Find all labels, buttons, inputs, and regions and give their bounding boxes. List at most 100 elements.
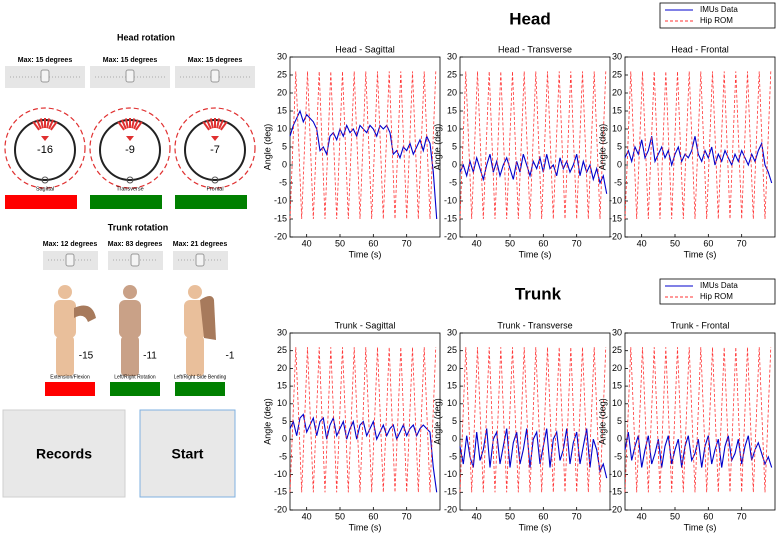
angle-value: -7 (210, 144, 220, 156)
section-title: Trunk (515, 284, 562, 303)
axis-label: Frontal (206, 186, 223, 192)
series-line (624, 136, 773, 184)
gauge-tick (35, 119, 42, 130)
button-bg[interactable] (2, 409, 126, 498)
plot-area (459, 56, 611, 238)
x-tick-label: 50 (670, 511, 680, 521)
y-tick-label: -5 (449, 177, 457, 187)
y-tick-label: -10 (274, 195, 287, 205)
range-arc (89, 107, 171, 189)
x-tick-label: 70 (737, 238, 747, 248)
gauge-tick (120, 119, 127, 130)
slider-knob[interactable] (40, 69, 50, 83)
y-tick-label: 0 (617, 434, 622, 444)
y-tick-label: 0 (452, 434, 457, 444)
body-bend (74, 305, 96, 322)
axis-label: Left/Right Rotation (114, 374, 156, 380)
y-tick-label: 30 (447, 327, 457, 337)
panel-title: Trunk rotation (108, 222, 169, 232)
x-tick-label: 60 (538, 238, 548, 248)
series-line (289, 347, 437, 493)
y-axis-label: Angle (deg) (432, 398, 442, 445)
y-tick-label: 5 (282, 416, 287, 426)
x-axis-label: Time (s) (349, 249, 382, 259)
button-label[interactable]: Records (36, 446, 92, 462)
angle-value: -15 (79, 351, 94, 362)
y-tick-label: -5 (279, 177, 287, 187)
slider-knob[interactable] (130, 253, 140, 267)
x-tick-label: 60 (368, 238, 378, 248)
y-tick-label: 30 (277, 51, 287, 61)
angle-value: -11 (143, 351, 157, 362)
y-tick-label: 10 (612, 123, 622, 133)
y-tick-label: -15 (609, 213, 622, 223)
gauge-tick (202, 121, 210, 131)
x-tick-label: 50 (670, 238, 680, 248)
status-bar (175, 195, 247, 209)
y-tick-label: 20 (612, 87, 622, 97)
axis-icon (41, 176, 49, 184)
x-tick-label: 70 (737, 511, 747, 521)
x-axis-label: Time (s) (349, 522, 382, 532)
body-torso (54, 300, 76, 338)
legend-label: Hip ROM (700, 292, 733, 301)
y-tick-label: -5 (614, 177, 622, 187)
y-axis-label: Angle (deg) (262, 124, 272, 171)
y-tick-label: 10 (447, 398, 457, 408)
legend-label: IMUs Data (700, 5, 738, 14)
series-line (624, 431, 773, 468)
panel-title: Head rotation (117, 32, 175, 42)
y-tick-label: -10 (609, 469, 622, 479)
slider-knob[interactable] (195, 253, 205, 267)
y-tick-label: 20 (447, 87, 457, 97)
y-tick-label: 25 (277, 69, 287, 79)
button-label[interactable]: Start (172, 446, 204, 462)
max-label: Max: 21 degrees (173, 241, 228, 248)
status-bar (175, 382, 225, 396)
status-bar (45, 382, 95, 396)
y-tick-label: 25 (447, 69, 457, 79)
series-line (459, 428, 608, 479)
y-tick-label: 10 (447, 123, 457, 133)
y-tick-label: 0 (282, 434, 287, 444)
y-axis-label: Angle (deg) (432, 124, 442, 171)
y-tick-label: -10 (609, 195, 622, 205)
y-tick-label: -15 (274, 487, 287, 497)
y-tick-label: 25 (277, 345, 287, 355)
y-tick-label: -20 (274, 504, 287, 514)
button-bg[interactable] (139, 409, 236, 498)
body-head (58, 285, 72, 299)
slider-knob[interactable] (125, 69, 135, 83)
gauge-tick (209, 118, 214, 129)
y-tick-label: 5 (452, 416, 457, 426)
y-tick-label: 10 (277, 123, 287, 133)
body-head (123, 285, 137, 299)
slider-knob[interactable] (210, 69, 220, 83)
y-tick-label: 25 (612, 345, 622, 355)
y-tick-label: 0 (452, 159, 457, 169)
slider-knob[interactable] (65, 253, 75, 267)
y-tick-label: 5 (452, 141, 457, 151)
y-tick-label: -15 (444, 487, 457, 497)
body-legs (186, 336, 204, 376)
axis-icon (211, 176, 219, 184)
gauge-tick (117, 121, 125, 131)
y-tick-label: 20 (447, 363, 457, 373)
body-head (188, 285, 202, 299)
y-tick-label: 15 (447, 105, 457, 115)
plot-area (289, 56, 441, 238)
y-tick-label: 20 (277, 87, 287, 97)
y-tick-label: -5 (279, 451, 287, 461)
chart-title: Trunk - Transverse (497, 320, 572, 330)
series-line (624, 71, 772, 220)
y-tick-label: 30 (612, 51, 622, 61)
x-axis-label: Time (s) (684, 249, 717, 259)
body-torso (184, 300, 206, 338)
y-tick-label: 5 (282, 141, 287, 151)
gauge-heart (211, 136, 219, 141)
y-tick-label: 30 (277, 327, 287, 337)
y-tick-label: 10 (612, 398, 622, 408)
range-arc (174, 107, 256, 189)
x-tick-label: 60 (368, 511, 378, 521)
